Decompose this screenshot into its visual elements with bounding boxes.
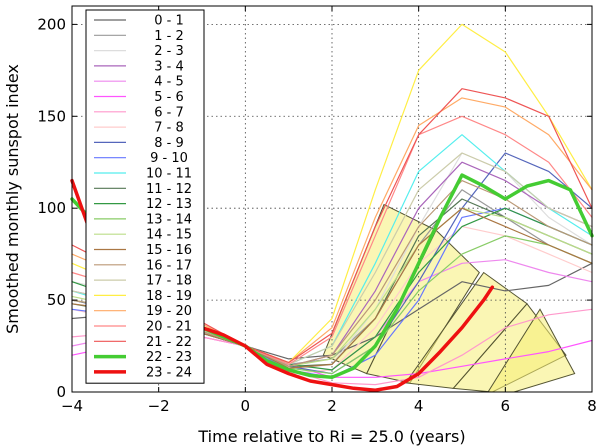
legend-label: 7 - 8 [154, 121, 184, 136]
legend-label: 22 - 23 [146, 350, 192, 365]
legend-label: 0 - 1 [154, 14, 184, 29]
legend-label: 2 - 3 [154, 44, 184, 59]
y-tick-label: 150 [37, 107, 66, 125]
legend-label: 18 - 19 [146, 289, 192, 304]
legend-label: 8 - 9 [154, 136, 184, 151]
legend-label: 12 - 13 [146, 197, 192, 212]
legend-label: 19 - 20 [146, 304, 192, 319]
y-axis-label: Smoothed monthly sunspot index [3, 64, 22, 334]
x-tick-label: 2 [327, 397, 337, 415]
legend-label: 15 - 16 [146, 243, 192, 258]
legend-box [85, 9, 205, 384]
legend-label: 17 - 18 [146, 274, 192, 289]
legend: 0 - 11 - 22 - 33 - 44 - 55 - 66 - 77 - 8… [85, 9, 205, 384]
legend-label: 6 - 7 [154, 105, 184, 120]
axis-ticks: −4 −2 0 2 4 6 8 0 50 100 150 200 [37, 6, 597, 415]
y-tick-label: 0 [56, 383, 66, 401]
x-axis-label: Time relative to Ri = 25.0 (years) [197, 427, 465, 446]
legend-label: 3 - 4 [154, 59, 184, 74]
legend-label: 20 - 21 [146, 320, 192, 335]
x-tick-label: 8 [587, 397, 597, 415]
legend-label: 4 - 5 [154, 75, 184, 90]
x-tick-label: −2 [148, 397, 170, 415]
legend-label: 1 - 2 [154, 29, 184, 44]
legend-label: 11 - 12 [146, 182, 192, 197]
x-tick-label: 6 [501, 397, 511, 415]
x-tick-label: 0 [241, 397, 251, 415]
legend-label: 9 - 10 [150, 151, 188, 166]
legend-label: 13 - 14 [146, 212, 192, 227]
legend-label: 10 - 11 [146, 167, 192, 182]
x-tick-label: 4 [414, 397, 424, 415]
y-tick-label: 200 [37, 15, 66, 33]
y-tick-label: 100 [37, 199, 66, 217]
legend-label: 21 - 22 [146, 335, 192, 350]
x-tick-label: −4 [61, 397, 83, 415]
legend-label: 16 - 17 [146, 258, 192, 273]
y-tick-label: 50 [47, 291, 66, 309]
legend-label: 14 - 15 [146, 228, 192, 243]
legend-label: 23 - 24 [146, 365, 192, 380]
legend-label: 5 - 6 [154, 90, 184, 105]
